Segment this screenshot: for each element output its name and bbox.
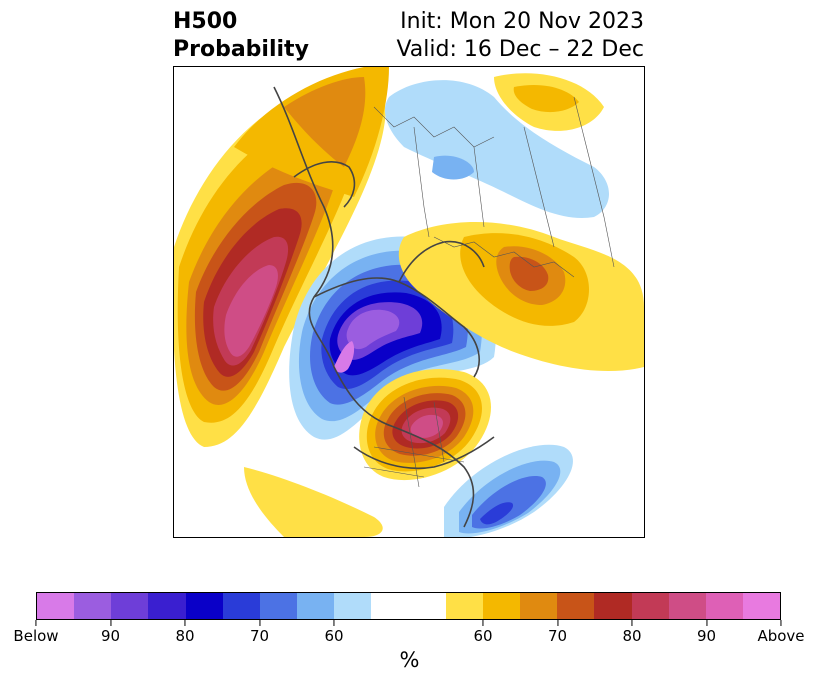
anomaly-eastern-north-america [359,368,491,481]
colorbar-segment [259,593,298,619]
colorbar-segment [111,593,149,619]
colorbar-segment [334,593,372,619]
colorbar-segment [520,593,558,619]
colorbar-segment [668,593,706,619]
colorbar-segment [74,593,112,619]
anomaly-arctic-siberia [384,80,609,218]
anomaly-southwest-band [244,467,383,537]
anomaly-alaska-arctic [234,67,389,197]
colorbar-tick-label: 70 [548,620,567,645]
probability-map [173,66,645,538]
colorbar-segment [594,593,632,619]
colorbar-tick-label: 90 [101,620,120,645]
colorbar-tick-label: 90 [697,620,716,645]
colorbar-tick-label: 70 [250,620,269,645]
colorbar-segment [445,593,483,619]
anomaly-europe-russia [398,73,644,372]
anomaly-north-atlantic [444,444,573,537]
title-field: H500 [173,9,238,34]
colorbar-tick-label: 60 [473,620,492,645]
colorbar-segment [371,593,409,619]
colorbar-tick-label: 80 [175,620,194,645]
colorbar-ticks: Below 90 80 70 60 60 70 80 90 Above [13,620,804,650]
colorbar-segment [705,593,743,619]
colorbar-segment [37,593,75,619]
colorbar [36,592,781,620]
colorbar-tick-label: 60 [324,620,343,645]
colorbar-segment [408,593,446,619]
colorbar-tick-label: Above [757,620,804,645]
colorbar-unit: % [399,648,420,672]
political-boundaries [363,96,615,488]
title-left: H500 Probability [173,8,309,64]
title-right: Init: Mon 20 Nov 2023 Valid: 16 Dec – 22… [396,8,644,64]
map-canvas [174,67,644,537]
colorbar-segment [557,593,595,619]
colorbar-tick-label: Below [13,620,58,645]
colorbar-segment [222,593,260,619]
init-date: Init: Mon 20 Nov 2023 [400,9,644,34]
colorbar-segment [482,593,521,619]
valid-range: Valid: 16 Dec – 22 Dec [396,37,644,62]
colorbar-segment [742,593,781,619]
colorbar-tick-label: 80 [622,620,641,645]
colorbar-segment [297,593,335,619]
colorbar-segment [185,593,223,619]
title-product: Probability [173,37,309,62]
coastlines [273,86,495,528]
colorbar-segment [148,593,186,619]
colorbar-segment [631,593,669,619]
